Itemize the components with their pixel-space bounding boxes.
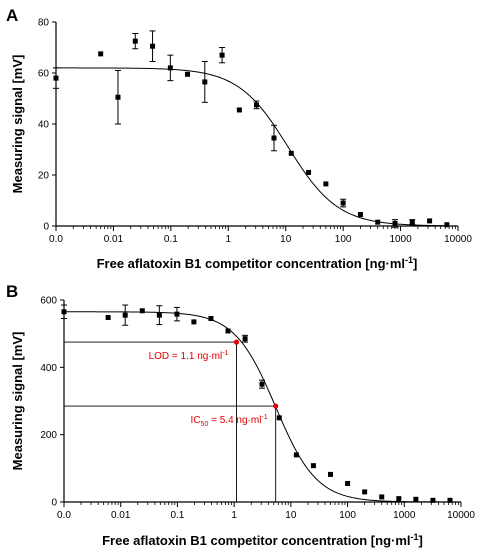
x-tick-label-a-4: 10 (280, 234, 292, 245)
data-point-a-12 (288, 150, 294, 156)
x-tick-label-a-0: 0.0 (49, 234, 63, 245)
x-tick-label-b-6: 1000 (393, 510, 416, 521)
data-point-a-14 (323, 181, 329, 187)
annotation-label-1: IC50 = 5.4 ng·ml-1 (191, 414, 268, 428)
y-tick-label-b-3: 600 (40, 296, 57, 307)
data-point-a-2 (115, 94, 121, 100)
data-point-b-0 (61, 309, 67, 315)
data-point-b-19 (413, 496, 419, 502)
data-point-b-8 (225, 328, 231, 334)
data-point-a-8 (219, 52, 225, 58)
x-tick-label-a-7: 10000 (444, 234, 472, 245)
x-tick-label-b-1: 0.01 (111, 510, 131, 521)
y-tick-label-a-1: 20 (38, 171, 50, 182)
data-point-b-3 (139, 308, 145, 314)
data-point-b-7 (208, 316, 214, 322)
data-point-b-21 (447, 497, 453, 503)
fit-curve-a (55, 67, 446, 227)
data-point-a-9 (236, 107, 242, 113)
data-point-b-2 (122, 312, 128, 318)
x-tick-label-b-0: 0.0 (57, 510, 71, 521)
data-point-b-17 (379, 494, 385, 500)
annotation-label-0: LOD = 1.1 ng·ml-1 (149, 350, 229, 362)
data-point-a-13 (306, 169, 312, 175)
data-point-b-12 (293, 452, 299, 458)
data-point-b-20 (430, 497, 436, 503)
data-point-a-18 (392, 220, 398, 226)
data-point-a-21 (444, 222, 450, 228)
y-axis-label-a: Measuring signal [mV] (10, 55, 25, 194)
y-tick-label-b-0: 0 (51, 498, 57, 509)
data-point-a-3 (132, 38, 138, 44)
data-point-a-15 (340, 200, 346, 206)
fit-curve-b (64, 311, 449, 503)
data-point-a-16 (357, 212, 363, 218)
data-point-a-6 (185, 71, 191, 77)
y-tick-label-a-4: 80 (38, 18, 50, 29)
data-point-b-13 (310, 463, 316, 469)
data-point-b-9 (242, 336, 248, 342)
y-tick-label-a-3: 60 (38, 69, 50, 80)
x-tick-label-a-6: 1000 (389, 234, 412, 245)
data-point-a-1 (98, 51, 104, 57)
annotation-marker-1 (273, 403, 279, 409)
chart-panel-b: B 0 200 400 600 0.0 0.01 0.1 1 10 100 1000 10000 LOD … (6, 282, 475, 548)
data-point-b-14 (327, 471, 333, 477)
x-axis-label-b: Free aflatoxin B1 competitor concentrati… (102, 532, 423, 548)
y-tick-label-b-1: 200 (40, 430, 57, 441)
data-point-b-16 (362, 489, 368, 495)
data-point-b-15 (345, 480, 351, 486)
panel-label-b: B (6, 282, 18, 301)
data-point-a-19 (409, 219, 415, 225)
data-point-a-10 (254, 102, 260, 108)
data-point-a-17 (375, 219, 381, 225)
y-tick-label-a-0: 0 (43, 222, 49, 233)
x-tick-label-a-1: 0.01 (104, 234, 124, 245)
data-point-b-5 (174, 311, 180, 317)
x-tick-label-b-2: 0.1 (170, 510, 184, 521)
data-point-a-7 (202, 79, 208, 85)
x-axis-label-a: Free aflatoxin B1 competitor concentrati… (97, 255, 418, 271)
data-point-a-20 (427, 218, 433, 224)
x-tick-label-a-3: 1 (226, 234, 232, 245)
data-point-a-4 (150, 43, 156, 49)
x-tick-label-a-2: 0.1 (164, 234, 178, 245)
y-axis-label-b: Measuring signal [mV] (10, 332, 25, 471)
data-point-b-11 (276, 415, 282, 421)
data-point-b-6 (191, 319, 197, 325)
x-tick-label-b-4: 10 (285, 510, 297, 521)
data-point-a-0 (53, 75, 59, 81)
data-point-b-10 (259, 381, 265, 387)
data-point-b-4 (156, 312, 162, 318)
panel-label-a: A (6, 6, 18, 25)
x-tick-label-b-3: 1 (231, 510, 237, 521)
x-tick-label-b-7: 10000 (447, 510, 475, 521)
data-point-a-5 (167, 65, 173, 71)
data-point-b-1 (105, 315, 111, 321)
chart-panel-a: A 0 20 40 60 80 0.0 0.01 0.1 1 10 100 1000 10000 Measu… (6, 6, 472, 271)
x-tick-label-a-5: 100 (335, 234, 352, 245)
annotation-marker-0 (233, 339, 240, 345)
data-point-b-18 (396, 496, 402, 502)
y-tick-label-b-2: 400 (40, 363, 57, 374)
data-point-a-11 (271, 135, 277, 141)
x-tick-label-b-5: 100 (339, 510, 356, 521)
y-tick-label-a-2: 40 (38, 120, 50, 131)
